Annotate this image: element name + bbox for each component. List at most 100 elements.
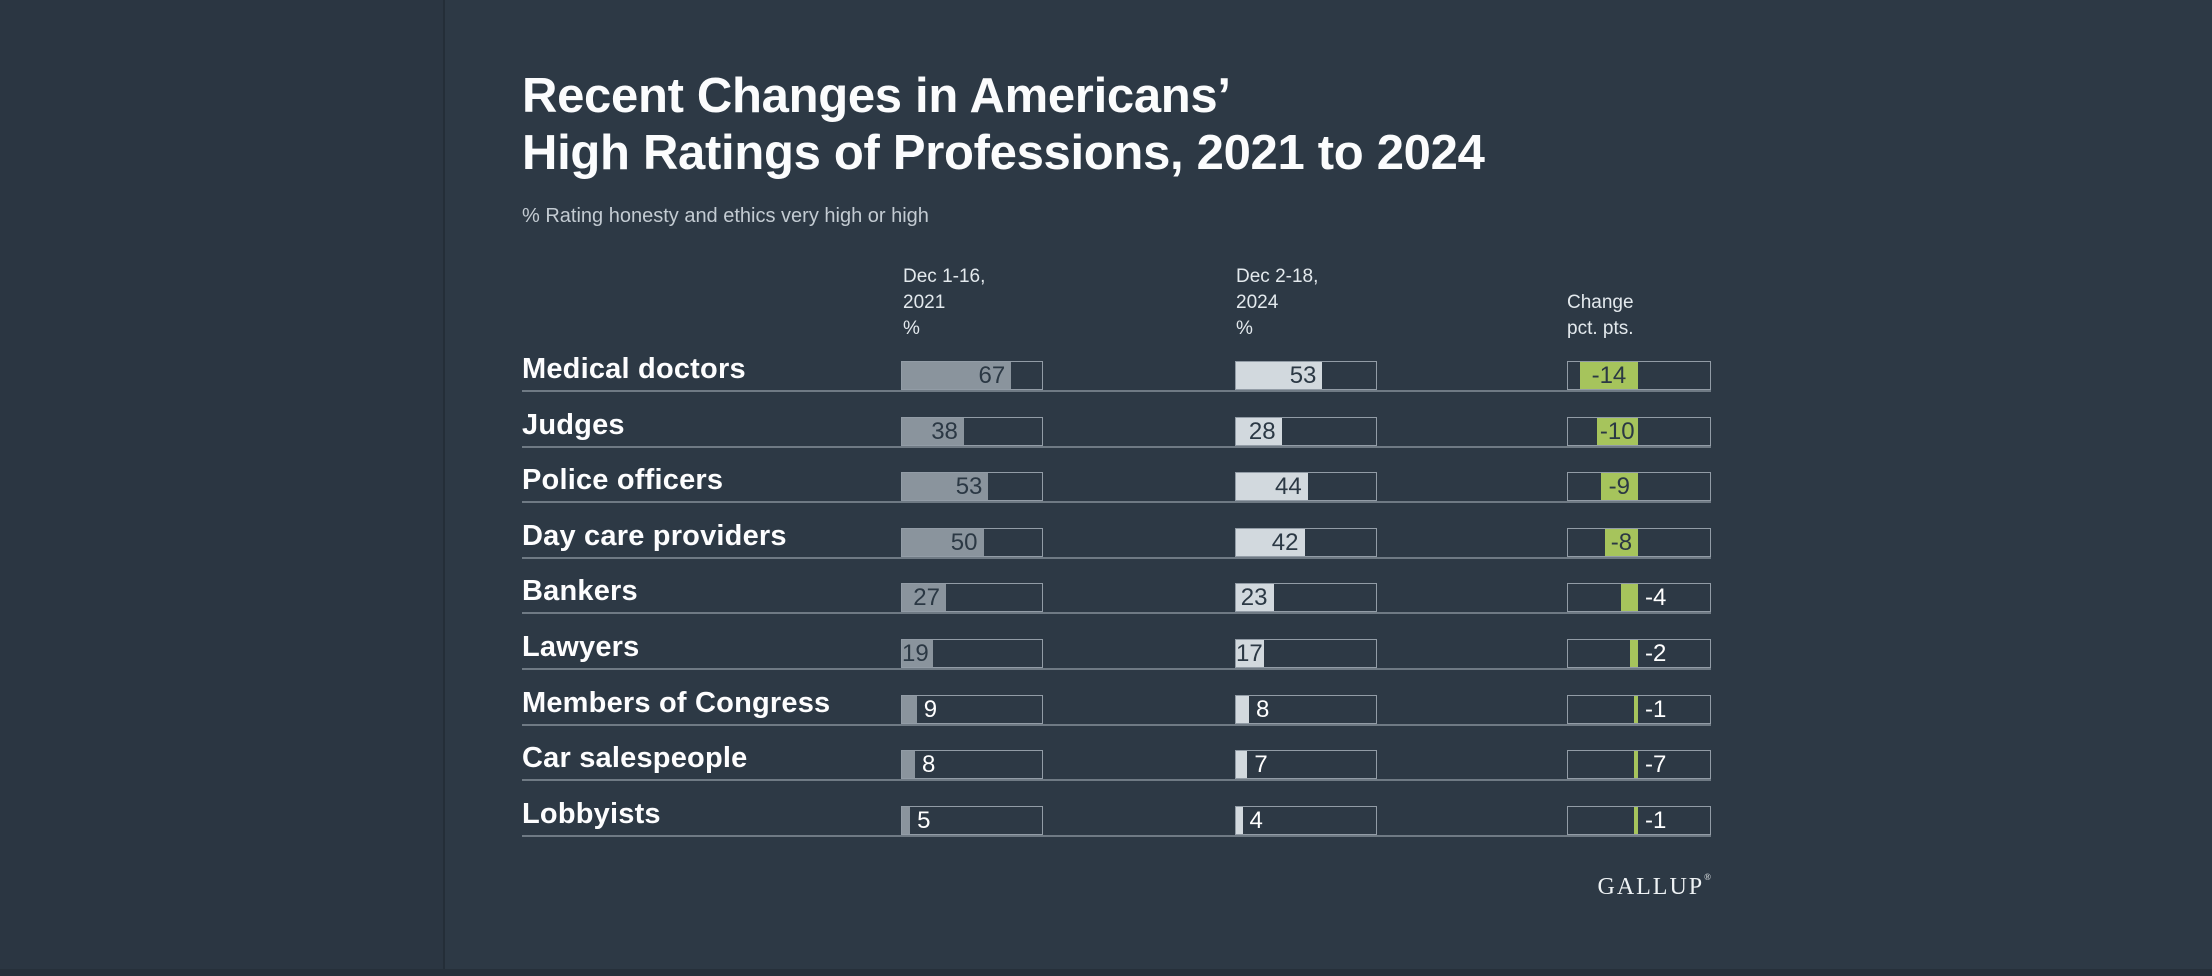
bar-2021-fill	[902, 584, 946, 612]
table-row: Day care providers 50 42 -8	[522, 505, 1711, 559]
bar-2021-box: 5	[901, 805, 1043, 835]
bar-2024-value: 28	[1248, 417, 1276, 445]
bar-2021-fill	[902, 473, 989, 501]
bar-change-box: -4	[1567, 583, 1711, 613]
bar-change-value: -14	[1591, 362, 1627, 389]
bar-2024-box: 23	[1235, 583, 1377, 613]
bar-2024-box: 44	[1235, 472, 1377, 502]
bar-2024-value: 53	[1289, 362, 1317, 389]
bar-2024-fill	[1236, 362, 1323, 389]
bar-2021-box: 9	[901, 694, 1043, 724]
bar-2024-box: 8	[1235, 694, 1377, 724]
column-header-2024-line2: 2024	[1236, 292, 1279, 313]
bar-change-box: -8	[1567, 527, 1711, 557]
bar-2024-box: 7	[1235, 750, 1377, 780]
column-header-2021-line2: 2021	[903, 292, 946, 313]
bar-change-box: -1	[1567, 805, 1711, 835]
bar-change-box: -9	[1567, 472, 1711, 502]
column-header-change-line2: pct. pts.	[1567, 318, 1634, 339]
chart-subtitle: % Rating honesty and ethics very high or…	[522, 205, 929, 227]
column-header-2024: Dec 2-18, 2024 %	[1236, 264, 1318, 342]
bar-2021-box: 8	[901, 750, 1043, 780]
table-row: Car salespeople 8 7 -7	[522, 727, 1711, 782]
bar-change-box: -7	[1567, 750, 1711, 780]
bar-2024-value: 17	[1236, 640, 1263, 667]
bar-2021-value: 19	[902, 640, 929, 667]
bar-2024-box: 42	[1235, 527, 1377, 557]
bar-2021-fill	[902, 640, 933, 667]
bar-2024-fill	[1236, 695, 1249, 723]
bar-change-fill	[1596, 417, 1638, 445]
column-header-2021-line1: Dec 1-16,	[903, 266, 986, 287]
profession-label: Bankers	[522, 575, 638, 608]
bar-2024-fill	[1236, 751, 1248, 779]
bar-2021-value: 50	[950, 528, 978, 556]
profession-label: Day care providers	[522, 519, 787, 552]
bar-2021-fill	[902, 695, 917, 723]
bar-2021-fill	[902, 417, 964, 445]
bar-change-box: -14	[1567, 361, 1711, 390]
gallup-logo: GALLUP®	[1597, 872, 1711, 901]
bar-change-fill	[1633, 695, 1638, 723]
column-header-2024-line3: %	[1236, 318, 1253, 339]
profession-label: Members of Congress	[522, 686, 831, 719]
bar-2021-value: 8	[922, 751, 936, 779]
bar-change-value: -10	[1599, 417, 1635, 445]
page-title: Recent Changes in Americans’ High Rating…	[522, 68, 1485, 182]
bar-2024-value: 4	[1249, 806, 1263, 834]
bar-2024-fill	[1236, 473, 1308, 501]
profession-label: Judges	[522, 408, 625, 441]
profession-label: Lobbyists	[522, 797, 661, 830]
title-line-2: High Ratings of Professions, 2021 to 202…	[522, 126, 1485, 180]
bar-2024-value: 8	[1256, 695, 1270, 723]
bar-change-value: -4	[1645, 584, 1667, 612]
bar-2024-value: 7	[1254, 751, 1268, 779]
bar-2024-value: 44	[1274, 473, 1302, 501]
bar-2021-fill	[902, 751, 915, 779]
column-header-change: Change pct. pts.	[1567, 290, 1634, 342]
column-header-2021: Dec 1-16, 2021 %	[903, 264, 985, 342]
profession-label: Car salespeople	[522, 742, 748, 775]
bar-change-fill	[1621, 584, 1638, 612]
bar-2021-box: 50	[901, 527, 1043, 557]
bar-2024-fill	[1236, 417, 1282, 445]
bar-change-value: -1	[1645, 806, 1667, 834]
bar-2021-fill	[902, 362, 1012, 389]
column-header-change-line1: Change	[1567, 292, 1634, 313]
bar-2021-box: 38	[901, 416, 1043, 446]
bar-change-value: -7	[1645, 751, 1667, 779]
bar-2021-value: 38	[931, 417, 958, 445]
profession-label: Lawyers	[522, 631, 640, 663]
bar-change-value: -9	[1608, 473, 1630, 501]
bar-2021-box: 27	[901, 583, 1043, 613]
bar-change-fill	[1629, 640, 1638, 667]
bar-change-fill	[1604, 528, 1638, 556]
table-row: Judges 38 28 -10	[522, 394, 1711, 448]
bar-2024-box: 17	[1235, 639, 1377, 668]
bar-2021-fill	[902, 528, 984, 556]
bar-change-fill	[1633, 806, 1638, 834]
table-row: Bankers 27 23 -4	[522, 560, 1711, 615]
column-header-2021-line3: %	[903, 318, 920, 339]
bar-2021-value: 27	[913, 584, 940, 612]
bottom-edge-strip	[0, 969, 2212, 976]
bar-change-fill	[1600, 473, 1638, 501]
bar-2021-box: 67	[901, 361, 1043, 390]
bar-2024-value: 23	[1240, 584, 1268, 612]
bar-change-value: -1	[1645, 695, 1667, 723]
bar-2021-box: 53	[901, 472, 1043, 502]
bar-2024-box: 53	[1235, 361, 1377, 390]
bar-change-box: -2	[1567, 639, 1711, 668]
bar-change-value: -2	[1645, 640, 1667, 667]
table-row: Police officers 53 44 -9	[522, 449, 1711, 504]
bar-2021-value: 9	[923, 695, 938, 723]
bar-2021-value: 53	[955, 473, 983, 501]
bar-2024-fill	[1236, 640, 1264, 667]
bar-2021-value: 67	[978, 362, 1006, 389]
bar-2024-fill	[1236, 584, 1274, 612]
bar-2024-box: 4	[1235, 805, 1377, 835]
bar-2024-box: 28	[1235, 416, 1377, 446]
left-margin-pane	[0, 0, 445, 976]
column-header-2024-line1: Dec 2-18,	[1236, 266, 1319, 287]
